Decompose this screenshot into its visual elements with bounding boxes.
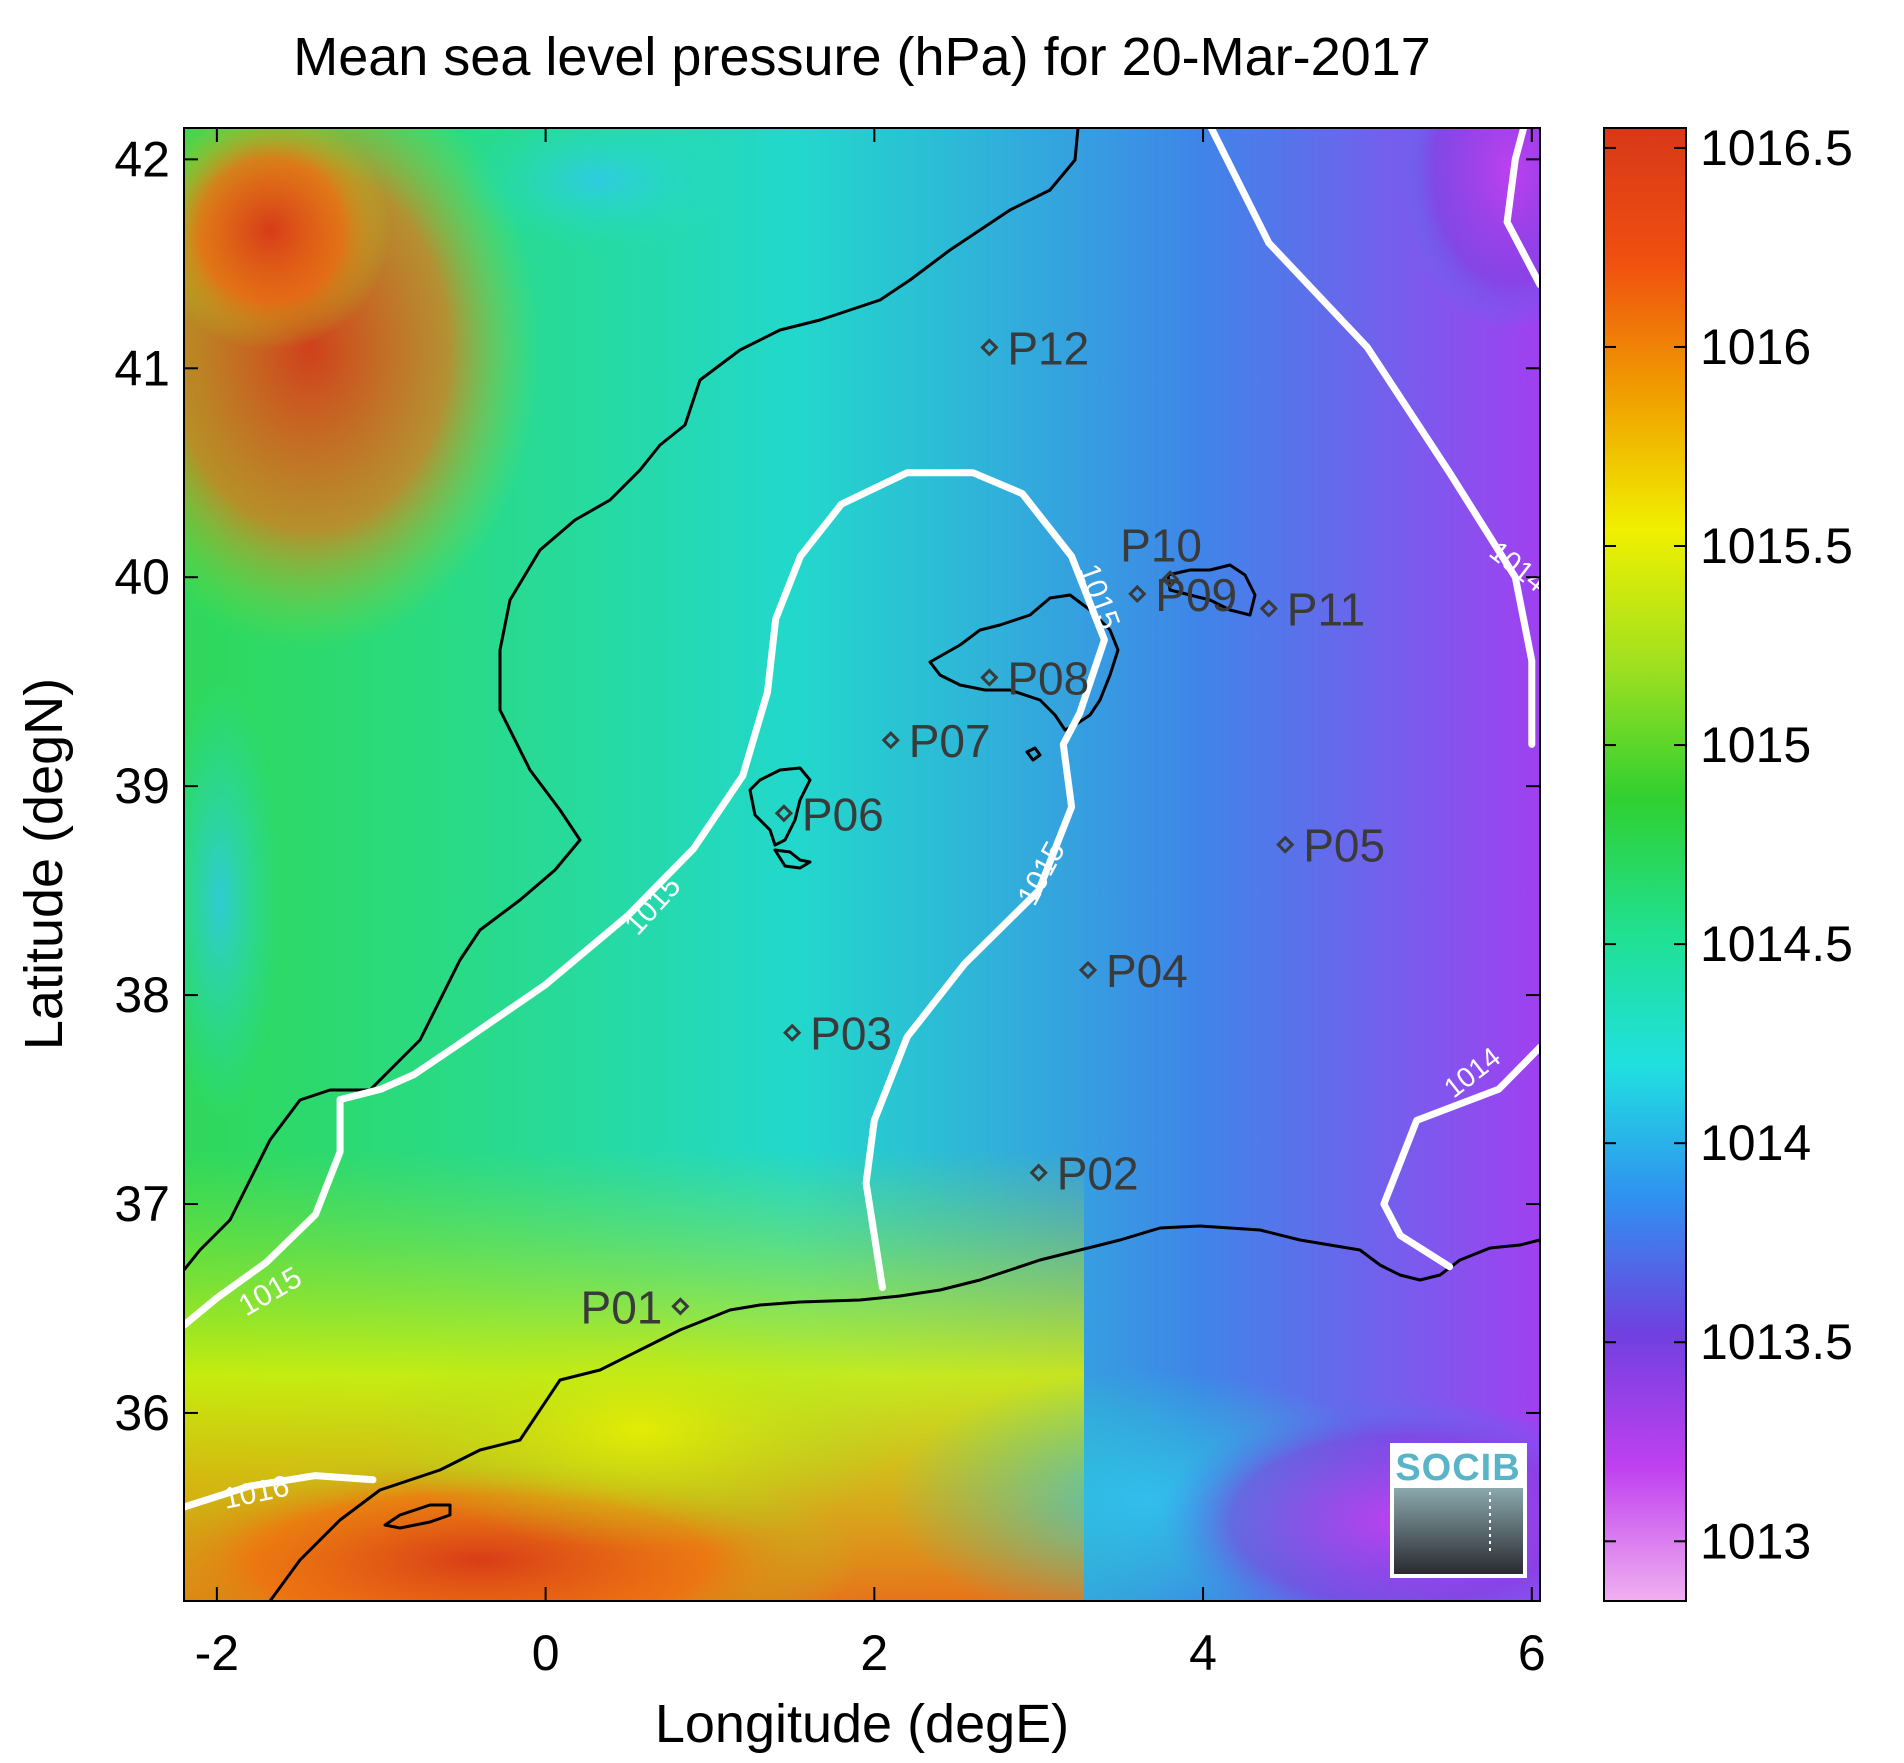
station-label: P02: [1057, 1148, 1139, 1200]
isobars: [184, 128, 1540, 1511]
x-tick-label: 2: [860, 1625, 888, 1681]
chart-title: Mean sea level pressure (hPa) for 20-Mar…: [293, 27, 1431, 87]
colorbar-tick-label: 1016.5: [1700, 120, 1853, 176]
coastline-formentera: [773, 848, 812, 870]
low-pressure-northeast: [1400, 128, 1540, 330]
coastline-mallorca: [928, 593, 1120, 732]
station-label: P05: [1303, 820, 1385, 872]
colorbar-tick-label: 1016: [1700, 319, 1811, 375]
colorbar-tick-label: 1014: [1700, 1115, 1811, 1171]
y-tick-label: 41: [114, 340, 170, 396]
station-label: P11: [1287, 584, 1365, 636]
y-tick-label: 42: [114, 131, 170, 187]
coastline-africa: [268, 1224, 1540, 1601]
y-tick-label: 37: [114, 1176, 170, 1232]
isobar-1016: [184, 1472, 377, 1511]
station-label: P10: [1120, 519, 1202, 571]
x-axis-label: Longitude (degE): [655, 1694, 1069, 1754]
x-axis: -2 0 2 4 6: [195, 128, 1546, 1681]
logo-text: SOCIB: [1395, 1447, 1520, 1489]
high-pressure-iberia-north: [184, 128, 390, 350]
yellow-patch-africa: [380, 1310, 900, 1550]
colorbar-tick-label: 1013.5: [1700, 1314, 1853, 1370]
coastline-ibiza: [748, 766, 812, 847]
station-marker: [980, 668, 999, 687]
y-tick-label: 36: [114, 1385, 170, 1441]
colorbar-tick-label: 1013: [1700, 1513, 1811, 1569]
station-marker: [1161, 570, 1180, 589]
x-tick-label: 6: [1518, 1625, 1546, 1681]
station-label: P12: [1007, 322, 1089, 374]
station-label: P08: [1007, 653, 1089, 705]
y-tick-label: 39: [114, 758, 170, 814]
station-marker: [783, 1023, 802, 1042]
cyan-patch-west: [184, 680, 280, 1120]
x-tick-label: -2: [195, 1625, 239, 1681]
station-label: P09: [1155, 569, 1237, 621]
colorbar: 1013 1013.5 1014 1014.5 1015 1015.5 1016 1016.5: [1603, 120, 1853, 1602]
station-marker: [881, 731, 900, 750]
socib-logo: SOCIB: [1390, 1443, 1527, 1578]
station-marker: [1128, 584, 1147, 604]
colorbar-tick-label: 1014.5: [1700, 916, 1853, 972]
colorbar-ticks: 1013 1013.5 1014 1014.5 1015 1015.5 1016 1016.5: [1604, 120, 1853, 1569]
plot-frame: [183, 127, 1541, 1602]
station-label: P01: [581, 1281, 663, 1333]
isobar-1013: [1503, 128, 1540, 289]
station-marker: [774, 804, 794, 823]
coastlines: [184, 128, 1540, 1601]
y-axis: 36 37 38 39 40 41 42: [114, 131, 1540, 1441]
colorbar-tick-label: 1015.5: [1700, 518, 1853, 574]
station-marker: [1078, 960, 1098, 980]
station-label: P03: [810, 1008, 892, 1060]
station-marker: [671, 1297, 690, 1316]
x-tick-label: 4: [1189, 1625, 1217, 1681]
y-axis-label: Latitude (degN): [14, 678, 74, 1050]
isobar-1014: [1207, 128, 1536, 748]
station-label: P06: [802, 788, 884, 840]
isobar-1014: [1380, 1043, 1540, 1271]
isobar-1015: [184, 469, 1108, 1329]
cyan-patch-north: [460, 128, 740, 250]
coastline-cabrera: [1025, 746, 1042, 762]
station-label: P04: [1106, 945, 1188, 997]
coastline-menorca: [1166, 563, 1257, 617]
station-marker: [1276, 835, 1295, 854]
station-marker: [1029, 1163, 1048, 1182]
station-label: P07: [909, 715, 991, 767]
colorbar-tick-label: 1015: [1700, 717, 1811, 773]
x-tick-label: 0: [532, 1625, 560, 1681]
y-tick-label: 38: [114, 967, 170, 1023]
y-tick-label: 40: [114, 549, 170, 605]
coastline-alboran-island: [383, 1503, 452, 1530]
station-marker: [980, 338, 999, 357]
colorbar-scale: [1603, 127, 1687, 1602]
coastline-iberia: [184, 128, 1080, 1271]
logo-image: [1394, 1488, 1523, 1574]
station-marker: [1259, 599, 1278, 618]
